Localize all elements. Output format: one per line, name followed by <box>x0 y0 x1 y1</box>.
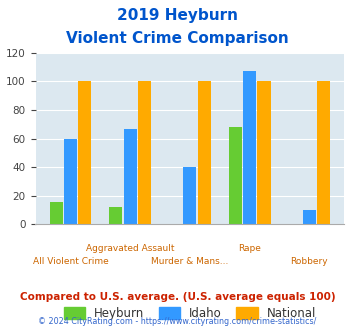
Text: All Violent Crime: All Violent Crime <box>33 257 108 266</box>
Text: Rape: Rape <box>238 245 261 253</box>
Text: Murder & Mans...: Murder & Mans... <box>151 257 229 266</box>
Bar <box>109 207 122 224</box>
Bar <box>50 202 63 224</box>
Text: 2019 Heyburn: 2019 Heyburn <box>117 8 238 23</box>
Bar <box>317 82 330 224</box>
Text: Robbery: Robbery <box>291 257 328 266</box>
Bar <box>243 71 256 224</box>
Bar <box>64 139 77 224</box>
Bar <box>198 82 211 224</box>
Legend: Heyburn, Idaho, National: Heyburn, Idaho, National <box>59 302 321 325</box>
Bar <box>183 167 197 224</box>
Bar <box>124 129 137 224</box>
Bar <box>257 82 271 224</box>
Text: Compared to U.S. average. (U.S. average equals 100): Compared to U.S. average. (U.S. average … <box>20 292 335 302</box>
Text: Violent Crime Comparison: Violent Crime Comparison <box>66 31 289 46</box>
Bar <box>303 210 316 224</box>
Bar <box>78 82 91 224</box>
Text: © 2024 CityRating.com - https://www.cityrating.com/crime-statistics/: © 2024 CityRating.com - https://www.city… <box>38 317 317 326</box>
Bar <box>229 127 242 224</box>
Text: Aggravated Assault: Aggravated Assault <box>86 245 174 253</box>
Bar <box>138 82 151 224</box>
